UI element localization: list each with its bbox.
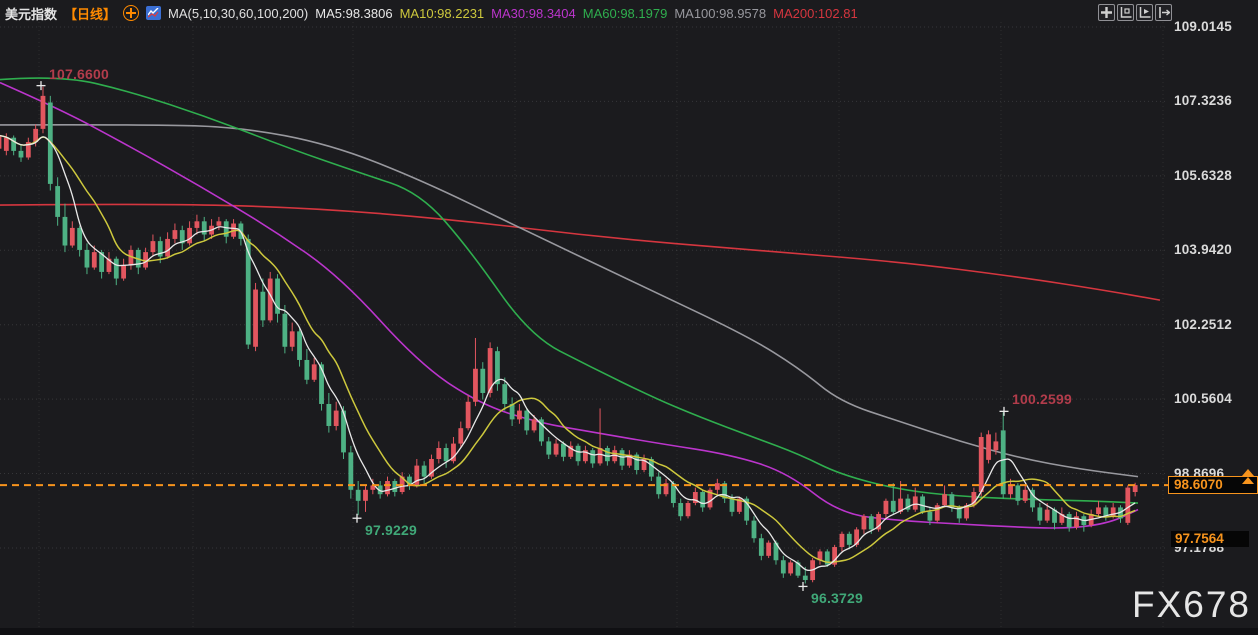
current-price-label: 98.6070 (1168, 476, 1258, 495)
indicator-label: MA(5,10,30,60,100,200) (168, 5, 309, 21)
bottom-strip (0, 628, 1258, 635)
price-up-arrow-icon (1242, 477, 1254, 485)
chart-header: 美元指数 【日线】 MA(5,10,30,60,100,200) MA5:98.… (5, 3, 858, 23)
swing-low-label-2: 96.3729 (811, 590, 864, 607)
swing-high-label-1: 107.6600 (49, 65, 109, 82)
symbol-title: 美元指数 (5, 6, 58, 22)
add-compare-icon[interactable] (123, 5, 140, 21)
ma5-value: MA5:98.3806 (315, 5, 393, 21)
collapse-panel-icon (1159, 7, 1170, 18)
move-crosshair-icon (1101, 7, 1112, 18)
chart-play-icon (1139, 7, 1151, 18)
price-up-arrow-icon (1242, 469, 1254, 477)
ma30-value: MA30:98.3404 (491, 5, 576, 21)
scale-axis-button[interactable] (1117, 4, 1134, 21)
scale-axis-icon (1120, 7, 1132, 18)
swing-low-label-1: 97.9229 (365, 522, 418, 539)
ma60-value: MA60:98.1979 (582, 5, 668, 21)
ma200-value: MA200:102.81 (773, 5, 858, 21)
swing-high-label-2: 100.2599 (1012, 391, 1072, 408)
collapse-panel-button[interactable] (1155, 4, 1172, 21)
chart-toolbar (1098, 4, 1172, 21)
chart-play-button[interactable] (1136, 4, 1153, 21)
watermark: FX678 (1132, 584, 1252, 625)
current-price-value: 98.6070 (1174, 477, 1223, 493)
move-crosshair-button[interactable] (1098, 4, 1115, 21)
timeframe-label[interactable]: 【日线】 (64, 6, 117, 22)
chart-type-icon[interactable] (146, 6, 162, 20)
ma10-value: MA10:98.2231 (399, 5, 485, 21)
secondary-price-label: 97.7564 (1171, 530, 1249, 547)
ma100-value: MA100:98.9578 (674, 5, 767, 21)
